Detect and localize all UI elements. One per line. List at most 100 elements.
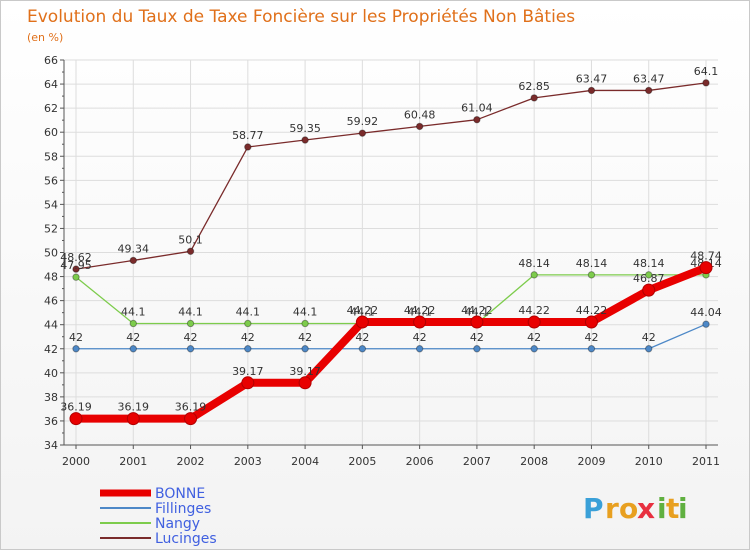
data-point (72, 265, 80, 273)
data-point (530, 271, 538, 279)
x-tick-label: 2006 (406, 455, 434, 468)
data-point (415, 122, 424, 131)
y-tick-label: 52 (44, 222, 58, 235)
series-nangy: 47.95 44.1 44.1 44.1 44.1 44.1 44.1 44.1 48.14 48… (60, 257, 722, 328)
x-tick-label: 2008 (520, 455, 548, 468)
data-point (358, 345, 367, 353)
data-point (72, 345, 80, 353)
x-tick-label: 2007 (463, 455, 491, 468)
y-tick-label: 62 (44, 102, 58, 115)
data-label: 44.22 (461, 304, 493, 317)
axes: 34 36 38 40 42 44 46 48 50 52 54 56 58 60 62 64 66 2000 20… (44, 54, 720, 468)
data-point (355, 315, 369, 329)
legend-label-fillinges: Fillinges (155, 501, 211, 517)
data-point (584, 315, 598, 329)
data-point (358, 129, 367, 137)
data-label: 42 (184, 331, 198, 344)
data-label: 42 (298, 331, 312, 344)
series-bonne: 36.19 36.19 36.19 39.17 39.17 44.22 44.22 44.22… (60, 250, 722, 426)
x-tick-label: 2001 (119, 455, 147, 468)
data-point (72, 273, 80, 281)
data-label: 44.1 (407, 305, 432, 318)
data-point (413, 315, 427, 329)
data-label: 48.14 (576, 257, 608, 270)
data-label: 44.1 (465, 305, 490, 318)
data-label: 48.14 (518, 257, 550, 270)
data-point (298, 376, 312, 390)
data-point (301, 136, 309, 144)
x-tick-label: 2000 (62, 455, 90, 468)
y-tick-label: 50 (44, 247, 58, 260)
x-tick-label: 2003 (234, 455, 262, 468)
logo-letter: x (637, 492, 655, 525)
y-tick-label: 38 (44, 391, 58, 404)
data-point (702, 320, 710, 328)
y-tick-label: 58 (44, 150, 58, 163)
y-tick-label: 60 (44, 126, 58, 139)
series-lucinges: 48.62 49.34 50.1 58.77 59.35 59.92 60.48 61.04 6… (60, 65, 718, 273)
y-tick-label: 54 (44, 198, 58, 211)
data-label: 58.77 (232, 129, 264, 142)
data-label: 42 (470, 331, 484, 344)
x-tick-label: 2009 (577, 455, 605, 468)
data-label: 48.14 (633, 257, 665, 270)
data-point (645, 271, 653, 279)
data-label: 44.22 (404, 304, 436, 317)
y-tick-label: 46 (44, 295, 58, 308)
data-point (129, 256, 137, 265)
data-label: 46.87 (633, 272, 665, 285)
data-label: 44.1 (350, 305, 375, 318)
series-line-nangy (75, 274, 707, 325)
legend-label-bonne: BONNE (155, 486, 205, 502)
data-label: 44.22 (576, 304, 608, 317)
data-label: 63.47 (576, 72, 608, 85)
y-tick-label: 36 (44, 415, 58, 428)
data-point (702, 79, 710, 87)
data-point (527, 315, 541, 329)
data-label: 36.19 (118, 401, 150, 414)
y-tick-label: 48 (44, 271, 58, 284)
series-group: 48.62 49.34 50.1 58.77 59.35 59.92 60.48 61.04 6… (60, 65, 722, 426)
logo-letter: i (657, 492, 667, 525)
data-point (587, 86, 596, 95)
data-point (186, 345, 195, 353)
data-label: 44.22 (518, 304, 550, 317)
x-tick-label: 2004 (291, 455, 319, 468)
data-label: 42 (355, 331, 369, 344)
data-point (129, 319, 137, 328)
logo-letter: t (666, 492, 679, 525)
legend-label-nangy: Nangy (155, 516, 200, 532)
data-label: 42 (642, 331, 656, 344)
y-tick-label: 64 (44, 78, 58, 91)
data-point (244, 345, 252, 353)
data-label: 44.22 (347, 304, 379, 317)
data-point (244, 143, 252, 151)
data-label: 42 (69, 331, 83, 344)
data-label: 42 (584, 331, 598, 344)
data-label: 44.1 (236, 305, 261, 318)
y-tick-label: 56 (44, 174, 58, 187)
data-label: 44.1 (178, 305, 203, 318)
logo-letter: r (605, 492, 619, 525)
data-point (184, 412, 198, 426)
data-point (244, 319, 252, 328)
data-label: 60.48 (404, 108, 436, 121)
data-label: 42 (241, 331, 255, 344)
data-label: 47.95 (60, 259, 92, 272)
data-label: 42 (527, 331, 541, 344)
data-label: 49.34 (118, 242, 150, 255)
data-label: 44.04 (690, 306, 722, 319)
data-point (69, 412, 83, 426)
data-point (301, 319, 309, 328)
x-tick-label: 2010 (635, 455, 663, 468)
chart-unit-label: (en %) (27, 31, 63, 44)
data-label: 36.19 (175, 401, 207, 414)
series-line-lucinges (75, 82, 707, 270)
data-point (473, 115, 481, 124)
y-tick-label: 34 (44, 439, 58, 452)
data-point (301, 345, 309, 353)
y-tick-label: 42 (44, 343, 58, 356)
series-line-bonne (72, 263, 710, 423)
